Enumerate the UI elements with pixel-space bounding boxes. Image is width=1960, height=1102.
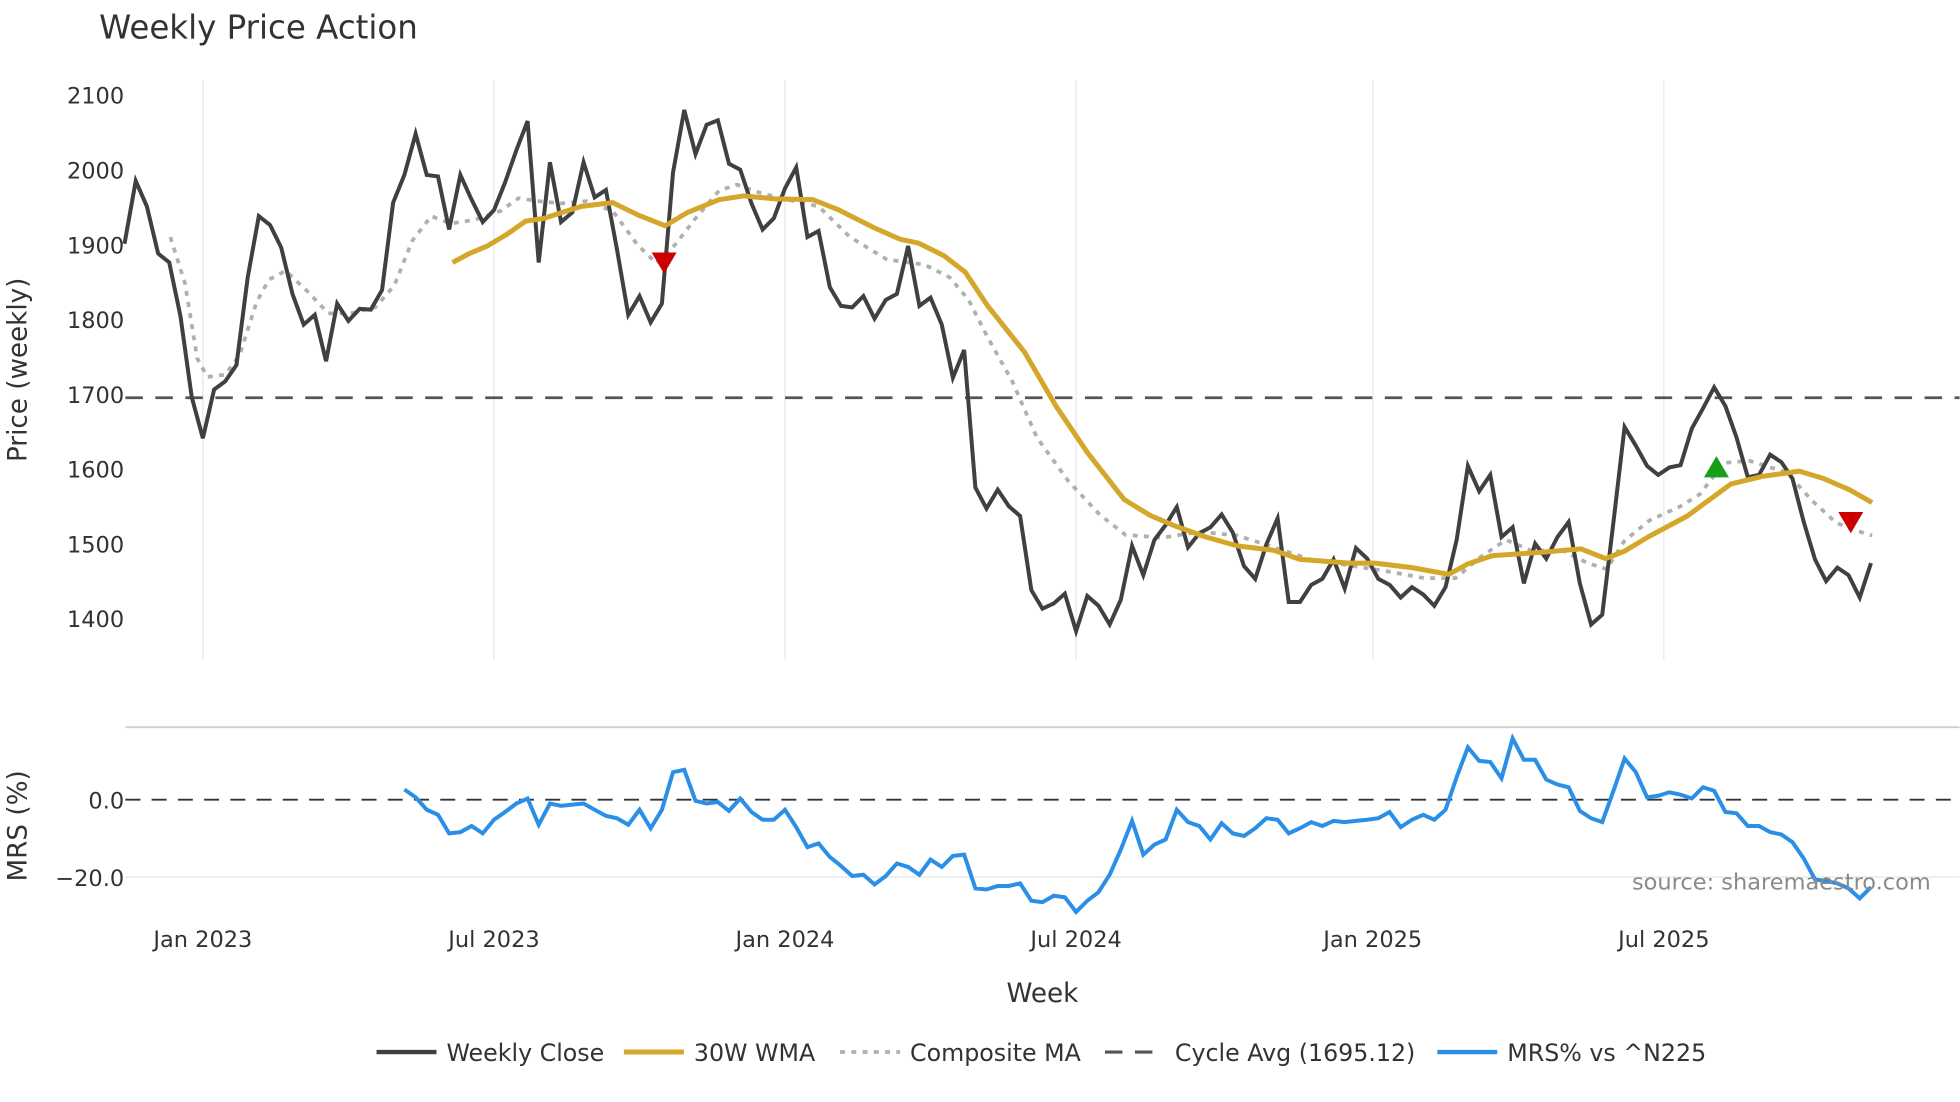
x-tick-label: Jan 2024 — [734, 927, 835, 953]
x-axis-label: Week — [1007, 979, 1080, 1009]
legend-item: Composite MA — [840, 1039, 1082, 1067]
buy-signal-marker — [1703, 456, 1729, 478]
price-y-tick-label: 1600 — [67, 458, 124, 484]
sell-signal-marker — [1838, 511, 1864, 534]
price-axis-label: Price (weekly) — [4, 278, 34, 462]
mrs-line — [403, 733, 1873, 915]
price-y-tick-label: 1700 — [67, 383, 124, 409]
chart-title: Weekly Price Action — [99, 9, 418, 47]
tick-labels: Jan 2023 Jul 2023 Jan 2024 Jul 2024 Jan 2025… — [55, 84, 1709, 953]
price-y-tick-label: 1400 — [67, 607, 124, 633]
x-tick-label: Jul 2024 — [1028, 927, 1121, 953]
legend-label: 30W WMA — [694, 1039, 816, 1067]
x-tick-label: Jul 2025 — [1616, 927, 1709, 953]
price-y-tick-label: 1500 — [67, 532, 124, 558]
price-y-tick-label: 2000 — [67, 158, 124, 184]
legend-item: 30W WMA — [623, 1039, 816, 1067]
legend-item: Cycle Avg (1695.12) — [1104, 1039, 1415, 1067]
legend-label: Cycle Avg (1695.12) — [1175, 1039, 1415, 1067]
series-layer — [122, 109, 1960, 915]
x-tick-label: Jul 2023 — [446, 927, 539, 953]
mrs-y-tick-label: 0.0 — [88, 788, 124, 814]
legend-label: MRS% vs ^N225 — [1507, 1039, 1706, 1067]
grid — [125, 79, 1960, 879]
x-tick-label: Jan 2023 — [151, 927, 252, 953]
x-tick-label: Jan 2025 — [1321, 927, 1422, 953]
legend-item: MRS% vs ^N225 — [1437, 1039, 1706, 1067]
wma30-line — [451, 193, 1874, 577]
mrs-y-tick-label: −20.0 — [55, 866, 124, 892]
price-y-tick-label: 1900 — [67, 233, 124, 259]
sell-signal-marker — [651, 252, 677, 274]
legend-label: Composite MA — [910, 1039, 1082, 1067]
price-y-tick-label: 2100 — [67, 84, 124, 110]
legend-label: Weekly Close — [446, 1039, 604, 1067]
mrs-axis-label: MRS (%) — [4, 770, 34, 881]
source-annotation: source: sharemaestro.com — [1632, 870, 1931, 896]
weekly-close-line — [122, 109, 1873, 638]
legend: Weekly Close 30W WMA Composite MA Cycle Avg… — [376, 1039, 1706, 1067]
legend-item: Weekly Close — [376, 1039, 604, 1067]
price-y-tick-label: 1800 — [67, 308, 124, 334]
